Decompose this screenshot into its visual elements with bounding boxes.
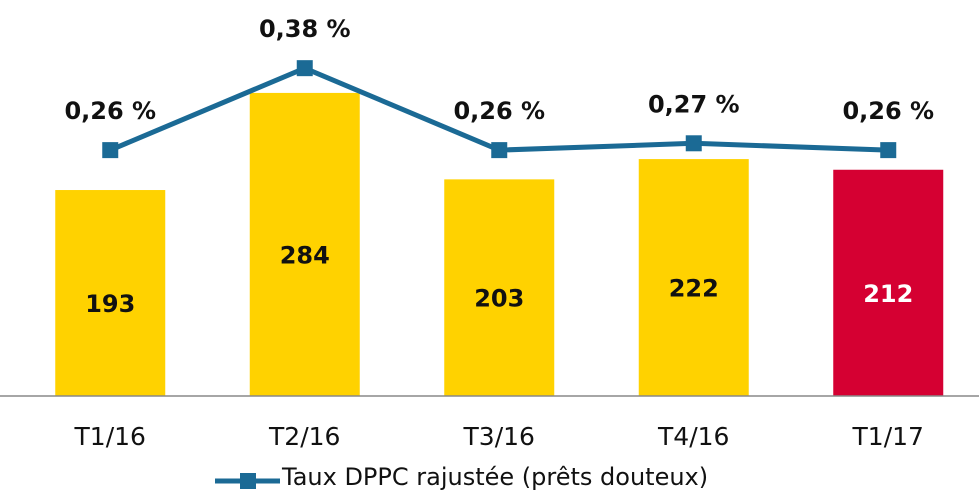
line-value-label: 0,26 % xyxy=(64,97,156,125)
line-marker xyxy=(880,142,897,159)
line-value-label: 0,27 % xyxy=(648,90,740,118)
bar xyxy=(444,179,555,396)
bar-value-label: 222 xyxy=(669,275,719,303)
line-marker xyxy=(685,135,702,152)
bar-value-label: 212 xyxy=(863,280,913,308)
x-tick-label: T2/16 xyxy=(268,422,340,451)
line-value-label: 0,26 % xyxy=(842,97,934,125)
line-marker xyxy=(491,142,508,159)
x-tick-label: T4/16 xyxy=(657,422,729,451)
bar xyxy=(249,92,360,396)
bar xyxy=(833,169,944,396)
x-tick-label: T3/16 xyxy=(463,422,535,451)
bar-value-label: 203 xyxy=(474,285,524,313)
x-tick-label: T1/17 xyxy=(852,422,924,451)
legend-label: Taux DPPC rajustée (prêts douteux) xyxy=(281,463,708,491)
line-marker xyxy=(296,60,313,77)
legend-marker xyxy=(240,473,256,489)
bar xyxy=(55,190,166,396)
line-value-label: 0,38 % xyxy=(259,15,351,43)
x-tick-label: T1/16 xyxy=(74,422,146,451)
bar-value-label: 193 xyxy=(85,290,135,318)
line-marker xyxy=(102,142,119,159)
bar-value-label: 284 xyxy=(280,241,330,269)
bar xyxy=(638,159,749,396)
line-value-label: 0,26 % xyxy=(453,97,545,125)
